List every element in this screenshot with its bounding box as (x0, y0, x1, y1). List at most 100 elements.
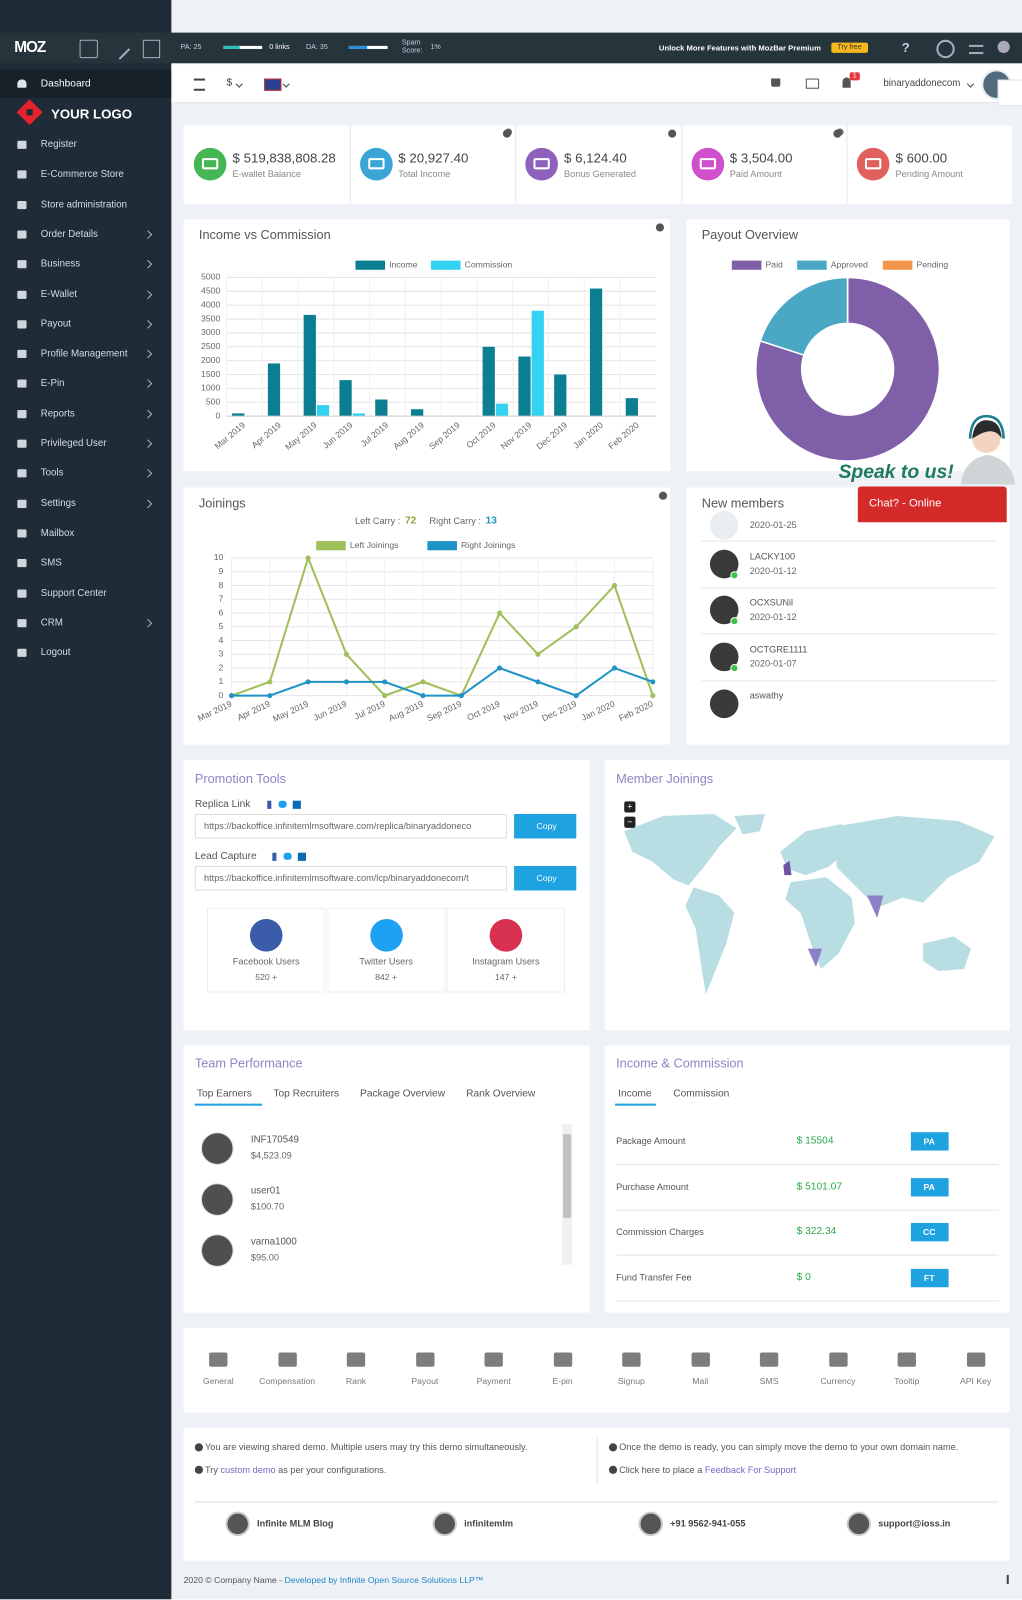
menu-item[interactable]: Logout (40, 647, 71, 659)
menu-item[interactable]: E-Pin (40, 378, 65, 390)
menu-item[interactable]: Store administration (40, 198, 127, 211)
bar (375, 399, 388, 417)
y-tick-label: 9 (219, 566, 224, 576)
ic-tab[interactable]: Income (618, 1088, 652, 1100)
zoom-in[interactable]: + (624, 801, 636, 813)
contact-text[interactable]: infinitemlm (464, 1518, 514, 1529)
custom-demo-link[interactable]: custom demo (220, 1464, 276, 1475)
notification-count[interactable]: 1 (849, 72, 860, 81)
legend-label: Pending (916, 259, 948, 269)
menu-item[interactable]: Mailbox (40, 527, 75, 539)
feedback-link[interactable]: Feedback For Support (704, 1464, 797, 1475)
member-date: 2020-01-12 (749, 611, 797, 622)
settings-label[interactable]: SMS (759, 1375, 779, 1387)
facebook-icon (272, 852, 277, 861)
earner-avatar (200, 1132, 234, 1165)
member-name: LACKY100 (749, 551, 796, 562)
menu-item[interactable]: Profile Management (40, 348, 128, 360)
moz-help[interactable]: ? (901, 39, 910, 56)
menu-item[interactable]: CRM (40, 617, 63, 629)
team-tab[interactable]: Top Earners (196, 1088, 252, 1100)
x-tick-label: Jun 2019 (321, 420, 355, 451)
menu-item[interactable]: Order Details (40, 228, 98, 240)
menu-item[interactable]: Tools (40, 467, 64, 479)
contact-text[interactable]: +91 9562-941-055 (670, 1518, 746, 1529)
stat-icon (193, 147, 227, 181)
url-text: https://backoffice.infinitemlmsoftware.c… (204, 820, 472, 831)
chat-button (857, 486, 1007, 523)
map-title: Member Joinings (616, 771, 714, 786)
left-carry-label: Left Carry : (354, 515, 401, 526)
menu-item[interactable]: Support Center (40, 587, 107, 599)
social-count: 520 + (255, 971, 278, 983)
zoom-out[interactable]: − (624, 816, 636, 828)
linkedin-icon (292, 800, 301, 809)
team-tab[interactable]: Rank Overview (466, 1088, 536, 1100)
menu-item[interactable]: Reports (40, 407, 75, 420)
x-tick-label: Sep 2019 (427, 420, 462, 452)
settings-icon (484, 1352, 503, 1367)
menu-item[interactable]: SMS (40, 557, 62, 569)
bar (518, 356, 531, 417)
x-tick-label: Apr 2019 (236, 699, 272, 723)
team-tab[interactable]: Package Overview (360, 1088, 446, 1100)
contact-text[interactable]: support@ioss.in (878, 1518, 951, 1529)
x-tick-label: Feb 2020 (617, 699, 655, 724)
check-icon (194, 1465, 203, 1474)
member-name: aswathy (749, 690, 784, 701)
menu-item[interactable]: Privileged User (40, 437, 107, 450)
member-divider (701, 540, 998, 542)
map-asia (836, 816, 995, 908)
settings-label[interactable]: Signup (617, 1375, 645, 1387)
menu-item[interactable]: E-Wallet (40, 288, 78, 300)
settings-label[interactable]: API Key (959, 1375, 992, 1387)
menu-icon (17, 290, 27, 299)
settings-label[interactable]: Compensation (259, 1375, 316, 1387)
menu-icon (17, 349, 27, 359)
settings-label[interactable]: Payment (476, 1375, 511, 1387)
legend-label: Right Joinings (461, 540, 516, 550)
settings-label[interactable]: Mail (692, 1375, 709, 1387)
x-tick-label: Nov 2019 (499, 420, 534, 452)
footer-developer-link[interactable]: Developed by Infinite Open Source Soluti… (284, 1574, 484, 1586)
currency-select[interactable]: $ (226, 77, 233, 89)
moz-try-free[interactable]: Try free (831, 42, 868, 54)
earner-amount: $95.00 (250, 1252, 280, 1263)
menu-item[interactable]: Business (40, 258, 81, 270)
info-line: Try custom demo as per your configuratio… (205, 1465, 386, 1475)
ic-tab[interactable]: Commission (673, 1088, 730, 1100)
chat-button-label[interactable]: Chat? - Online (869, 497, 942, 510)
members-title: New members (701, 496, 784, 511)
user-name[interactable]: binaryaddonecom (883, 77, 961, 90)
settings-label[interactable]: Tooltip (894, 1375, 920, 1387)
settings-label[interactable]: Currency (820, 1375, 856, 1387)
stat-value: $ 3,504.00 (729, 150, 793, 166)
moz-settings (936, 39, 955, 59)
joinings-panel (183, 487, 671, 745)
copy-button-label[interactable]: Copy (536, 821, 557, 832)
settings-label[interactable]: Payout (411, 1375, 439, 1387)
menu-item[interactable]: Payout (40, 318, 71, 330)
settings-label[interactable]: Rank (345, 1375, 367, 1387)
line-point (267, 679, 273, 685)
menu-toggle (193, 78, 206, 91)
menu-item-active[interactable]: Dashboard (40, 78, 91, 90)
menu-item[interactable]: E-Commerce Store (40, 168, 124, 181)
line-point (305, 679, 311, 685)
active-menu-bg (0, 69, 172, 98)
right-carry-label: Right Carry : (429, 515, 481, 526)
menu-item[interactable]: Settings (40, 497, 76, 509)
contact-text[interactable]: Infinite MLM Blog (257, 1518, 334, 1529)
settings-label[interactable]: E-pin (552, 1375, 573, 1387)
legend-label: Left Joinings (350, 540, 399, 550)
team-tab[interactable]: Top Recruiters (273, 1088, 340, 1100)
line-point (420, 693, 426, 699)
menu-item[interactable]: Register (40, 139, 77, 151)
info-line: Click here to place a Feedback For Suppo… (619, 1465, 796, 1475)
language-flag (264, 78, 282, 91)
settings-label[interactable]: General (202, 1375, 234, 1387)
stat-value: $ 519,838,808.28 (232, 150, 336, 166)
footer: 2020 © Company Name - Developed by Infin… (184, 1575, 484, 1585)
copy-button-label[interactable]: Copy (536, 873, 557, 884)
